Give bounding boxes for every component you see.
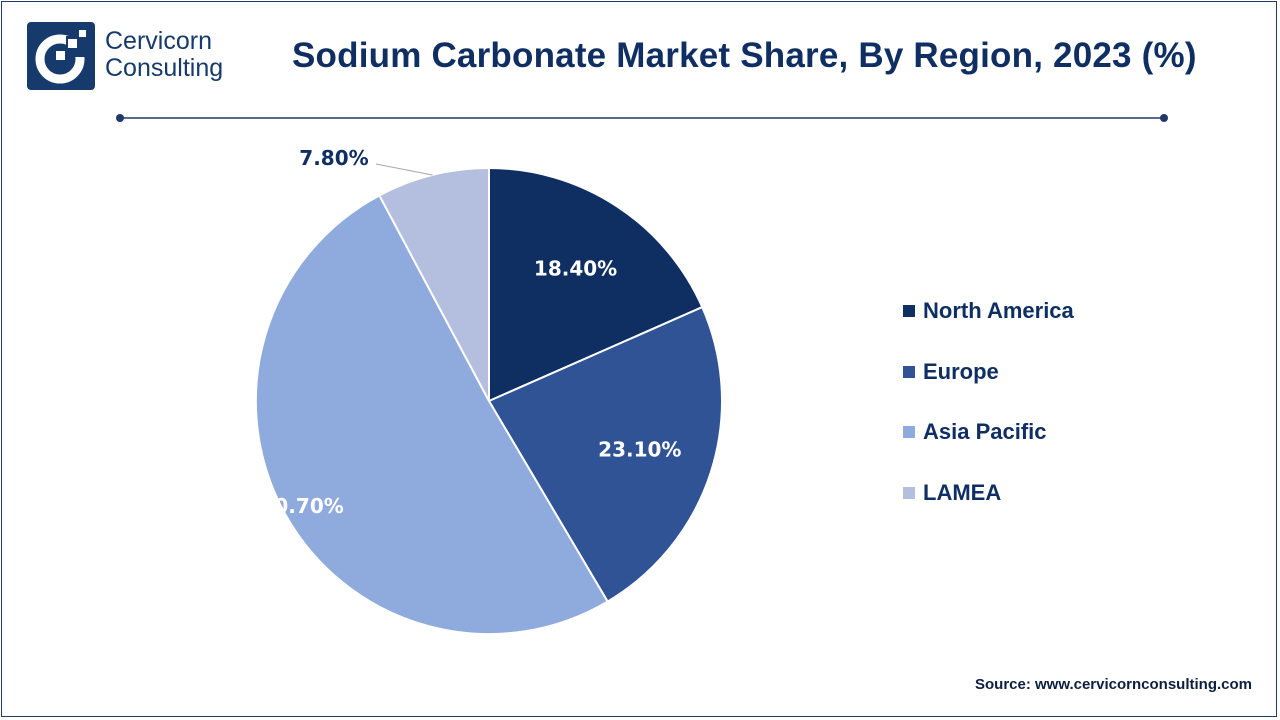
legend-label: North America <box>923 298 1074 323</box>
legend-label: Asia Pacific <box>923 419 1047 444</box>
legend-swatch <box>903 426 915 438</box>
pie-slice-europe <box>487 305 723 603</box>
title-divider <box>116 114 1168 122</box>
pie-slice-lamea <box>377 166 490 402</box>
legend-swatch <box>903 305 915 317</box>
pie-slice-north-america <box>488 166 704 403</box>
legend-label: Europe <box>923 358 999 384</box>
legend-swatch <box>903 486 915 499</box>
leader-line <box>375 163 433 176</box>
logo-mark-icon <box>27 22 95 90</box>
legend-label: LAMEA <box>923 479 1002 505</box>
legend-item: Europe <box>903 357 1074 387</box>
legend-item: North America <box>903 296 1074 326</box>
source-note: Source: www.cervicornconsulting.com <box>974 676 1252 693</box>
data-label: 50.70% <box>260 494 343 518</box>
data-label: 23.10% <box>598 437 681 461</box>
data-label: 18.40% <box>534 256 617 280</box>
pie-slice-asia-pacific <box>254 194 609 636</box>
legend-item: Asia Pacific <box>903 417 1074 447</box>
legend-item: LAMEA <box>903 478 1074 508</box>
logo-line-1: Cervicorn <box>105 27 212 55</box>
chart-title: Sodium Carbonate Market Share, By Region… <box>292 36 1197 75</box>
legend-swatch <box>903 365 915 378</box>
chart-legend: North America Europe Asia Pacific LAMEA <box>903 296 1074 538</box>
brand-logo: Cervicorn Consulting <box>27 22 267 90</box>
logo-line-2: Consulting <box>105 54 224 82</box>
data-label: 7.80% <box>299 146 368 170</box>
